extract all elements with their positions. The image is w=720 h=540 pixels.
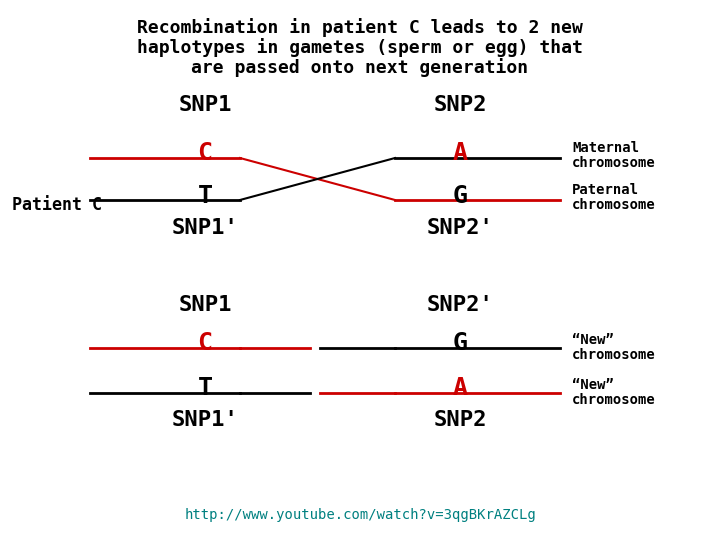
Text: Recombination in patient C leads to 2 new: Recombination in patient C leads to 2 ne… bbox=[137, 18, 583, 37]
Text: A: A bbox=[452, 141, 467, 165]
Text: SNP2: SNP2 bbox=[433, 95, 487, 115]
Text: C: C bbox=[197, 141, 212, 165]
Text: SNP2: SNP2 bbox=[433, 410, 487, 430]
Text: SNP1: SNP1 bbox=[179, 295, 232, 315]
Text: chromosome: chromosome bbox=[572, 393, 656, 407]
Text: chromosome: chromosome bbox=[572, 348, 656, 362]
Text: chromosome: chromosome bbox=[572, 156, 656, 170]
Text: “New”: “New” bbox=[572, 378, 614, 392]
Text: SNP1': SNP1' bbox=[171, 410, 238, 430]
Text: G: G bbox=[452, 184, 467, 208]
Text: haplotypes in gametes (sperm or egg) that: haplotypes in gametes (sperm or egg) tha… bbox=[137, 38, 583, 57]
Text: SNP2': SNP2' bbox=[426, 218, 493, 238]
Text: C: C bbox=[197, 331, 212, 355]
Text: T: T bbox=[197, 184, 212, 208]
Text: Maternal: Maternal bbox=[572, 141, 639, 155]
Text: Patient C: Patient C bbox=[12, 196, 102, 214]
Text: SNP1: SNP1 bbox=[179, 95, 232, 115]
Text: A: A bbox=[452, 376, 467, 400]
Text: G: G bbox=[452, 331, 467, 355]
Text: http://www.youtube.com/watch?v=3qgBKrAZCLg: http://www.youtube.com/watch?v=3qgBKrAZC… bbox=[184, 508, 536, 522]
Text: SNP1': SNP1' bbox=[171, 218, 238, 238]
Text: Paternal: Paternal bbox=[572, 183, 639, 197]
Text: are passed onto next generation: are passed onto next generation bbox=[192, 58, 528, 77]
Text: “New”: “New” bbox=[572, 333, 614, 347]
Text: chromosome: chromosome bbox=[572, 198, 656, 212]
Text: SNP2': SNP2' bbox=[426, 295, 493, 315]
Text: T: T bbox=[197, 376, 212, 400]
